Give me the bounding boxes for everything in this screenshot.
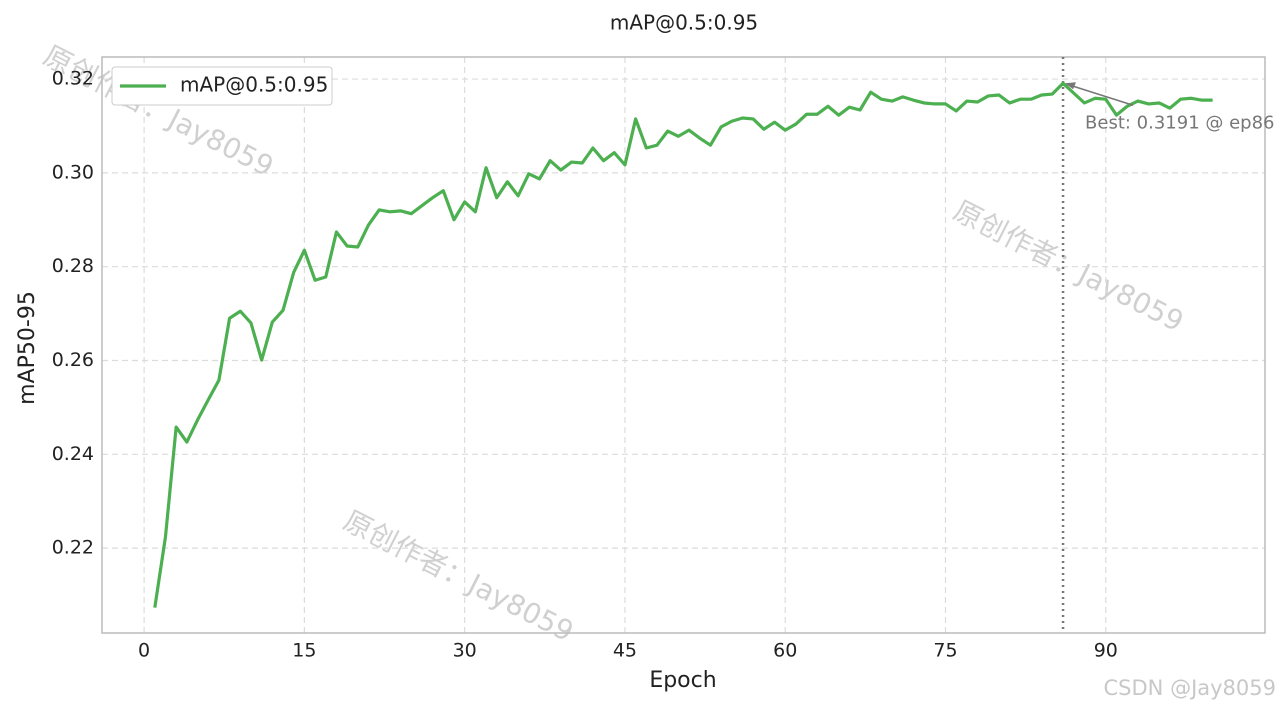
y-tick-label: 0.32	[52, 68, 94, 90]
y-tick-label: 0.22	[52, 537, 94, 559]
legend-label: mAP@0.5:0.95	[180, 73, 328, 97]
y-tick-label: 0.30	[52, 161, 94, 183]
annotation-text: Best: 0.3191 @ ep86	[1085, 112, 1274, 133]
x-tick-label: 15	[292, 640, 316, 662]
x-tick-label: 75	[933, 640, 957, 662]
legend-box	[111, 66, 333, 106]
y-axis-label: mAP50-95	[15, 291, 40, 405]
x-tick-label: 30	[453, 640, 477, 662]
chart-title: mAP@0.5:0.95	[610, 11, 758, 35]
watermark: 原创作者：Jay8059	[338, 504, 579, 648]
plot-frame	[101, 56, 1266, 634]
x-tick-label: 60	[773, 640, 797, 662]
annotation-arrow	[1066, 83, 1134, 107]
annotation-arrowhead	[1065, 82, 1077, 90]
footer-watermark: CSDN @Jay8059	[1104, 676, 1276, 700]
x-tick-label: 90	[1094, 640, 1118, 662]
y-tick-label: 0.28	[52, 255, 94, 277]
x-axis-label: Epoch	[649, 668, 716, 693]
y-tick-label: 0.26	[52, 349, 94, 371]
y-tick-label: 0.24	[52, 443, 94, 465]
x-tick-label: 0	[138, 640, 150, 662]
series-line	[153, 81, 1213, 608]
x-tick-label: 45	[613, 640, 637, 662]
